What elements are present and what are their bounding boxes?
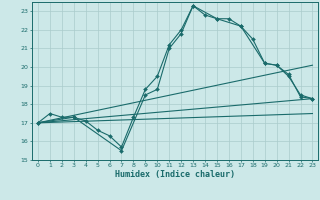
X-axis label: Humidex (Indice chaleur): Humidex (Indice chaleur) [115, 170, 235, 179]
